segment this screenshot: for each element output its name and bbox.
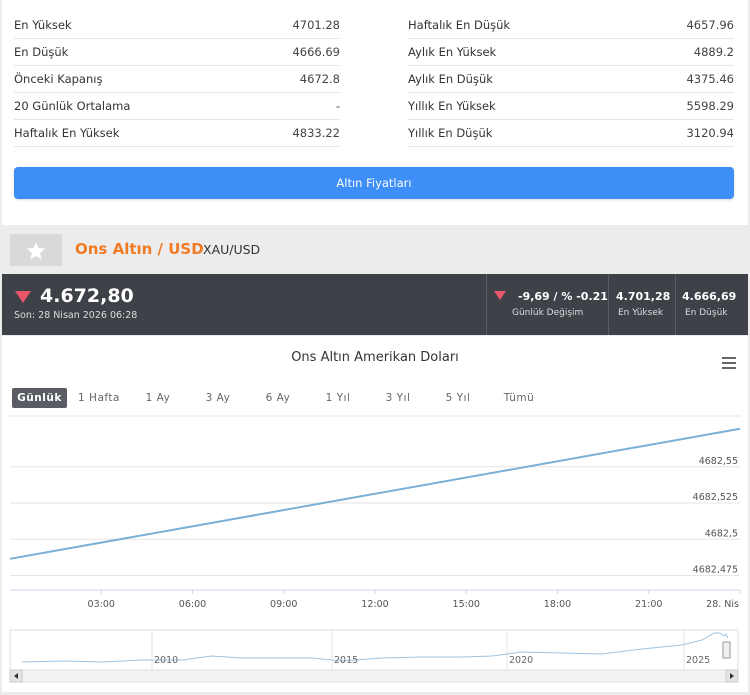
stat-label: Haftalık En Düşük <box>408 18 511 32</box>
stat-label: 20 Günlük Ortalama <box>14 99 131 113</box>
y-tick-label: 4682,55 <box>699 456 738 467</box>
range-button-3-months[interactable]: 3 Ay <box>205 392 231 404</box>
x-tick-label: 06:00 <box>179 599 206 610</box>
stat-row: 20 Günlük Ortalama - <box>14 93 340 120</box>
y-tick-label: 4682,5 <box>705 528 738 539</box>
day-low-value: 4.666,69 <box>682 290 737 303</box>
y-tick-label: 4682,525 <box>693 492 738 503</box>
stat-value: - <box>335 99 340 113</box>
x-tick-label: 18:00 <box>544 599 571 610</box>
range-button-daily[interactable]: Günlük <box>12 388 67 408</box>
last-price: 4.672,80 <box>40 285 134 307</box>
stat-value: 4701.28 <box>292 18 340 32</box>
instrument-name: Ons Altın / USD <box>75 240 204 258</box>
x-tick-label: 21:00 <box>635 599 662 610</box>
stats-column-right: Haftalık En Düşük 4657.96 Aylık En Yüksek… <box>408 12 734 147</box>
divider <box>486 274 487 335</box>
stats-column-left: En Yüksek 4701.28 En Düşük 4666.69 Önceki … <box>14 12 340 147</box>
stat-label: En Düşük <box>14 45 69 59</box>
navigator-scrollbar[interactable] <box>9 669 739 683</box>
stat-row: En Yüksek 4701.28 <box>14 12 340 39</box>
instrument-symbol: XAU/USD <box>203 242 261 257</box>
price-down-arrow-icon <box>15 291 31 303</box>
daily-change-label: Günlük Değişim <box>512 308 584 318</box>
star-icon <box>26 241 46 260</box>
x-tick-label: 09:00 <box>270 599 297 610</box>
x-tick-label: 15:00 <box>453 599 480 610</box>
stat-label: Aylık En Yüksek <box>408 45 497 59</box>
day-low-label: En Düşük <box>685 308 728 318</box>
quote-bar: 4.672,80 Son: 28 Nisan 2026 06:28 -9,69 … <box>2 274 748 335</box>
stat-value: 4889.2 <box>693 45 734 59</box>
stat-label: Önceki Kapanış <box>14 72 103 86</box>
stat-row: Aylık En Düşük 4375.46 <box>408 66 734 93</box>
scroll-right-arrow-icon <box>730 673 734 679</box>
stat-row: Haftalık En Düşük 4657.96 <box>408 12 734 39</box>
day-high-value: 4.701,28 <box>616 290 671 303</box>
stat-value: 4672.8 <box>299 72 340 86</box>
day-high-label: En Yüksek <box>618 308 664 318</box>
x-tick-label: 03:00 <box>88 599 115 610</box>
stat-value: 5598.29 <box>686 99 734 113</box>
stat-value: 3120.94 <box>686 126 734 140</box>
stat-label: Haftalık En Yüksek <box>14 126 120 140</box>
stat-row: Yıllık En Yüksek 5598.29 <box>408 93 734 120</box>
stat-label: Yıllık En Yüksek <box>408 99 496 113</box>
x-tick-label: 12:00 <box>361 599 388 610</box>
scroll-left-arrow-icon <box>14 673 18 679</box>
navigator-year-label: 2020 <box>509 655 533 666</box>
favorite-button[interactable] <box>10 234 62 266</box>
stat-value: 4375.46 <box>686 72 734 86</box>
stats-panel: En Yüksek 4701.28 En Düşük 4666.69 Önceki … <box>2 0 748 225</box>
stat-value: 4657.96 <box>686 18 734 32</box>
range-button-all[interactable]: Tümü <box>503 392 535 404</box>
stat-row: Haftalık En Yüksek 4833.22 <box>14 120 340 147</box>
instrument-header: Ons Altın / USD XAU/USD <box>0 228 750 272</box>
range-button-1-month[interactable]: 1 Ay <box>145 392 171 404</box>
navigator-handle[interactable] <box>722 641 731 659</box>
navigator-year-label: 2015 <box>334 655 358 666</box>
range-button-5-years[interactable]: 5 Yıl <box>445 392 471 404</box>
series-line <box>9 427 741 560</box>
stat-row: Yıllık En Düşük 3120.94 <box>408 120 734 147</box>
divider <box>608 274 609 335</box>
stat-row: Önceki Kapanış 4672.8 <box>14 66 340 93</box>
range-button-1-week[interactable]: 1 Hafta <box>78 392 120 404</box>
navigator-year-label: 2010 <box>154 655 178 666</box>
range-button-1-year[interactable]: 1 Yıl <box>325 392 351 404</box>
price-line-chart: 4682,475 4682,5 4682,525 4682,55 03:00 06:00 0… <box>9 415 741 610</box>
stat-label: Yıllık En Düşük <box>408 126 493 140</box>
divider <box>675 274 676 335</box>
gold-prices-button[interactable]: Altın Fiyatları <box>14 167 734 199</box>
hamburger-menu-icon[interactable] <box>722 357 736 369</box>
x-tick-label: 28. Nis <box>706 599 739 610</box>
range-button-3-years[interactable]: 3 Yıl <box>385 392 411 404</box>
stat-value: 4833.22 <box>292 126 340 140</box>
stat-row: En Düşük 4666.69 <box>14 39 340 66</box>
range-button-6-months[interactable]: 6 Ay <box>265 392 291 404</box>
chart-navigator[interactable]: 2010 2015 2020 2025 <box>2 336 748 692</box>
navigator-year-label: 2025 <box>686 655 710 666</box>
stat-value: 4666.69 <box>292 45 340 59</box>
last-update-time: Son: 28 Nisan 2026 06:28 <box>14 310 138 321</box>
stat-label: Aylık En Düşük <box>408 72 493 86</box>
daily-change-value: -9,69 / % -0.21 <box>518 290 608 303</box>
change-down-arrow-icon <box>494 291 506 300</box>
stat-row: Aylık En Yüksek 4889.2 <box>408 39 734 66</box>
chart-panel: Ons Altın Amerikan Doları Günlük 1 Hafta… <box>2 336 748 692</box>
y-tick-label: 4682,475 <box>693 565 738 576</box>
stat-label: En Yüksek <box>14 18 72 32</box>
chart-title: Ons Altın Amerikan Doları <box>291 350 459 365</box>
